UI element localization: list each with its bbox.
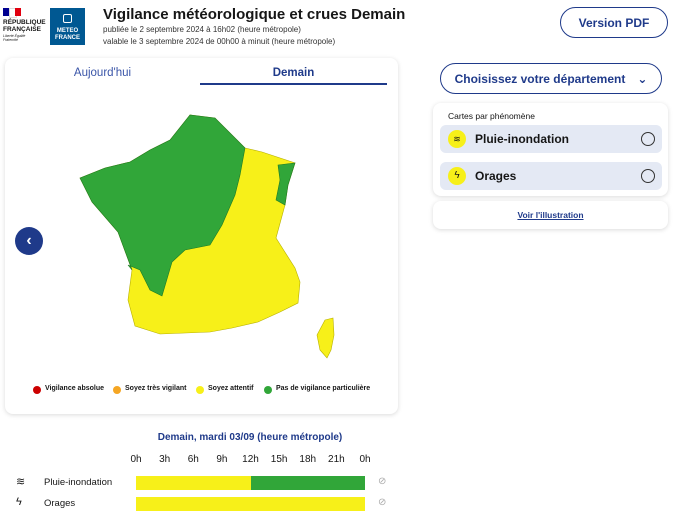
legend-label: Soyez très vigilant [125,385,187,392]
meteo-icon [63,14,72,23]
pdf-button[interactable]: Version PDF [560,7,668,38]
hour-label: 12h [242,454,259,465]
department-button[interactable]: Choisissez votre département ⌄ [440,63,662,94]
bar-segment [136,497,365,511]
legend-label: Vigilance absolue [45,385,105,392]
hide-icon: ⊘ [378,476,387,487]
phenomena-title: Cartes par phénomène [448,111,535,121]
hour-label: 3h [159,454,171,465]
illustration-card: Voir l'illustration [433,201,668,229]
row-label: Orages [44,498,76,509]
rain-icon: ≋ [448,130,466,148]
legend-dot [33,386,41,394]
legend-label: Pas de vigilance particulière [276,385,371,392]
phenomenon-label: Pluie-inondation [475,132,569,146]
meteo-logo: METEO FRANCE [50,8,85,45]
hour-label: 9h [216,454,228,465]
bar-segment [250,476,365,490]
hour-label: 0h [130,454,142,465]
timeline-title: Demain, mardi 03/09 (heure métropole) [157,432,343,443]
timeline: 0h 3h 6h 9h 12h 15h 18h 21h 0h ≋ Pluie-inondation ⊘… [0,450,673,520]
tab-underline [200,83,387,85]
devise: Liberté Égalité Fraternité [3,34,26,42]
phenomena-card: Cartes par phénomène ≋ Pluie-inondation … [433,103,668,196]
illustration-link[interactable]: Voir l'illustration [517,210,584,220]
hour-label: 0h [359,454,371,465]
bar-segment [136,476,251,490]
page-title: Vigilance météorologique et crues Demain [103,6,406,23]
green-zone [79,114,246,297]
legend-dot [196,386,204,394]
hour-label: 21h [328,454,345,465]
legend-dot [264,386,272,394]
storm-icon: ϟ [448,167,466,185]
meteo-text: METEO FRANCE [55,28,80,41]
phenomenon-row[interactable]: ϟ Orages [440,162,662,190]
hour-label: 15h [270,454,288,465]
hour-label: 18h [299,454,317,465]
green-alsace [275,162,296,206]
valid: valable le 3 septembre 2024 de 00h00 à m… [103,37,336,46]
row-icon: ϟ [16,496,22,508]
flag-blue [3,8,9,16]
row-icon: ≋ [16,476,26,488]
row-label: Pluie-inondation [44,477,113,488]
prev-arrow[interactable]: ‹ [15,227,43,255]
legend-dot [113,386,121,394]
phenomenon-row[interactable]: ≋ Pluie-inondation [440,125,662,153]
france-map [79,114,335,359]
radio[interactable] [641,132,655,146]
published: publiée le 2 septembre 2024 à 16h02 (heu… [103,25,301,34]
tab-tomorrow[interactable]: Demain [272,67,315,79]
hide-icon: ⊘ [378,497,387,508]
radio[interactable] [641,169,655,183]
department-text: Choisissez votre département [454,71,626,86]
republique: RÉPUBLIQUE FRANÇAISE [3,19,46,33]
chevron: ⌄ [637,71,648,86]
legend-label: Soyez attentif [208,385,254,392]
flag-red [15,8,21,16]
phenomenon-label: Orages [475,169,517,183]
legend: Vigilance absolue Soyez très vigilant Soye… [33,385,393,397]
tab-today[interactable]: Aujourd'hui [73,67,132,79]
hour-label: 6h [187,454,199,465]
corsica [316,317,335,359]
